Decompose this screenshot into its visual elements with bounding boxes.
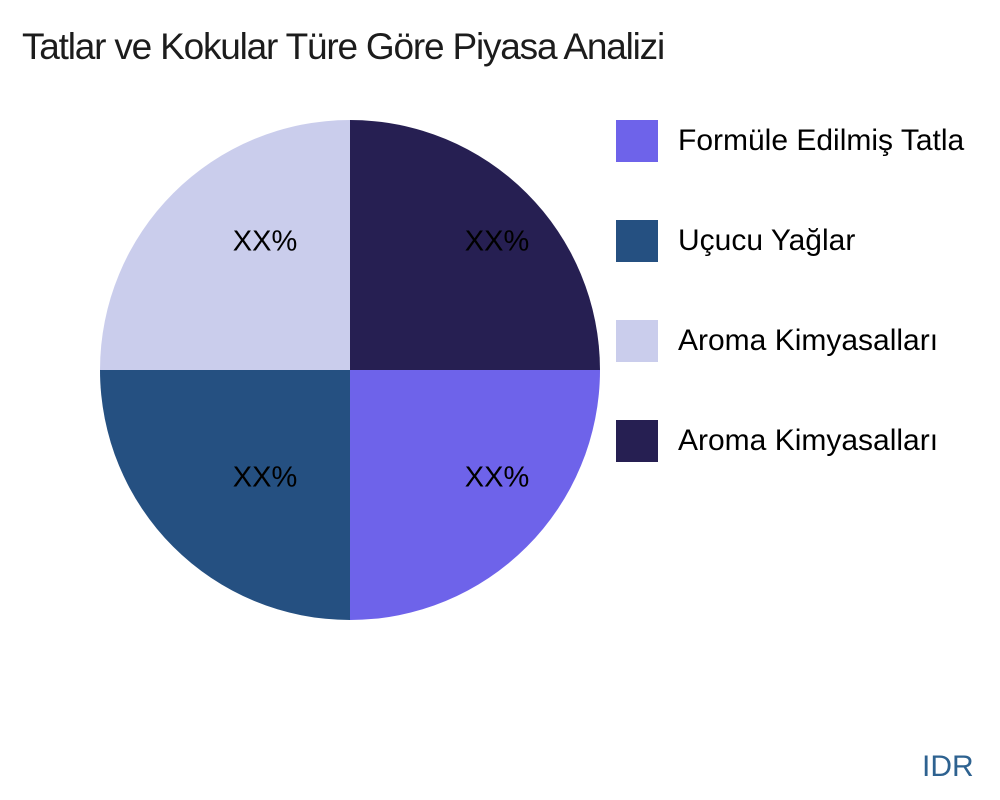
legend-swatch-lavender <box>616 320 658 362</box>
legend-label: Uçucu Yağlar <box>678 224 856 257</box>
legend-label: Aroma Kimyasalları <box>678 324 939 357</box>
legend-item-ucucu-yaglar: Uçucu Yağlar <box>616 220 964 262</box>
pie-slice-label-bottom-right: XX% <box>464 461 530 494</box>
pie-slice-label-top-left: XX% <box>232 225 298 258</box>
pie-slice-label-bottom-left: XX% <box>232 461 298 494</box>
pie-chart <box>100 120 600 620</box>
legend-item-aroma-kimyasallari-dark: Aroma Kimyasalları <box>616 420 964 462</box>
legend-item-aroma-kimyasallari-light: Aroma Kimyasalları <box>616 320 964 362</box>
legend-item-formule-edilmis-tatlar: Formüle Edilmiş Tatla <box>616 120 964 162</box>
watermark-idr: IDR <box>922 750 974 783</box>
legend-label: Aroma Kimyasalları <box>678 424 939 457</box>
chart-title: Tatlar ve Kokular Türe Göre Piyasa Anali… <box>22 26 665 67</box>
legend-label: Formüle Edilmiş Tatla <box>678 124 965 157</box>
legend-swatch-navy <box>616 420 658 462</box>
legend-swatch-steel-blue <box>616 220 658 262</box>
legend: Formüle Edilmiş Tatla Uçucu Yağlar Aroma… <box>616 120 964 462</box>
legend-swatch-violet <box>616 120 658 162</box>
pie-slice-label-top-right: XX% <box>464 225 530 258</box>
